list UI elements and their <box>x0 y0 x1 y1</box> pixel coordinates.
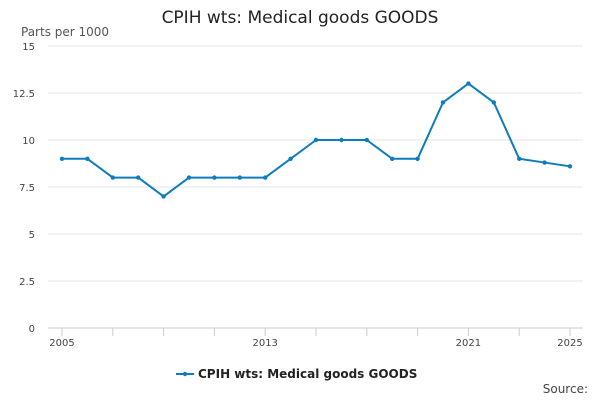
data-point <box>339 137 344 143</box>
data-point <box>59 156 65 161</box>
data-point <box>186 175 192 180</box>
legend-label: CPIH wts: Medical goods GOODS <box>198 367 417 381</box>
data-point <box>110 175 116 180</box>
gridlines <box>48 45 583 329</box>
y-tick-label: 2.5 <box>19 277 35 288</box>
y-tick-label: 0 <box>29 324 35 335</box>
data-point <box>491 100 496 105</box>
y-tick-label: 10 <box>22 136 35 147</box>
data-point <box>136 175 141 180</box>
y-tick-label: 15 <box>22 42 35 53</box>
data-point <box>237 175 242 180</box>
series-layer <box>59 81 573 199</box>
y-axis: 0 2.5 5 7.5 10 12.5 15 <box>13 42 35 335</box>
data-point <box>288 156 293 161</box>
data-point <box>567 164 573 169</box>
data-point <box>390 156 395 161</box>
data-point <box>466 81 471 86</box>
data-point <box>364 137 369 143</box>
legend-swatch-marker <box>182 371 188 377</box>
data-point <box>313 137 319 143</box>
data-point <box>263 175 268 180</box>
data-point <box>161 194 166 199</box>
y-tick-label: 5 <box>29 230 35 241</box>
y-tick-label: 12.5 <box>13 89 35 100</box>
x-tick-label: 2013 <box>252 338 277 349</box>
data-point <box>85 156 90 161</box>
data-point <box>212 175 217 180</box>
x-axis: 2005 2013 2021 2025 <box>48 327 583 349</box>
x-tick-label: 2025 <box>557 338 582 349</box>
data-point <box>542 160 547 165</box>
data-point <box>440 100 446 105</box>
y-axis-unit-label: Parts per 1000 <box>21 25 110 39</box>
legend: CPIH wts: Medical goods GOODS <box>176 367 417 381</box>
x-tick-label: 2021 <box>456 338 481 349</box>
data-point <box>415 156 420 161</box>
y-tick-label: 7.5 <box>19 183 35 194</box>
source-label: Source: <box>542 382 588 396</box>
chart-title: CPIH wts: Medical goods GOODS <box>161 8 439 28</box>
data-point <box>517 156 522 161</box>
x-tick-label: 2005 <box>49 338 74 349</box>
